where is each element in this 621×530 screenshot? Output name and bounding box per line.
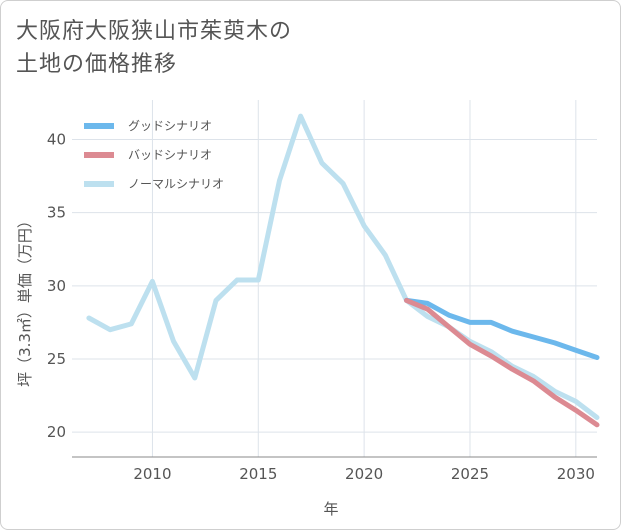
- x-axis-label: 年: [323, 500, 338, 518]
- legend-label-1: バッドシナリオ: [128, 148, 212, 162]
- chart-title: 大阪府大阪狭山市茱萸木の 土地の価格推移: [16, 15, 576, 81]
- y-tick-25: 25: [47, 350, 66, 368]
- x-tick-2030: 2030: [557, 465, 595, 483]
- y-tick-20: 20: [47, 423, 66, 441]
- grid: [72, 100, 597, 458]
- y-axis-label: 坪（3.3㎡）単価（万円）: [16, 213, 34, 387]
- y-tick-30: 30: [47, 277, 66, 295]
- chart-title-line-1: 大阪府大阪狭山市茱萸木の: [16, 19, 293, 44]
- x-tick-2020: 2020: [345, 465, 383, 483]
- y-tick-40: 40: [47, 131, 66, 149]
- legend-label-2: ノーマルシナリオ: [128, 177, 224, 191]
- y-tick-35: 35: [47, 204, 66, 222]
- x-tick-2010: 2010: [133, 465, 171, 483]
- x-tick-2015: 2015: [239, 465, 277, 483]
- plot-area: [72, 100, 597, 457]
- legend-label-0: グッドシナリオ: [128, 119, 212, 133]
- series-line-0: [404, 297, 600, 360]
- chart-title-line-2: 土地の価格推移: [16, 52, 178, 77]
- x-tick-2025: 2025: [451, 465, 489, 483]
- series-lines: [86, 113, 600, 428]
- series-line-1: [404, 297, 600, 428]
